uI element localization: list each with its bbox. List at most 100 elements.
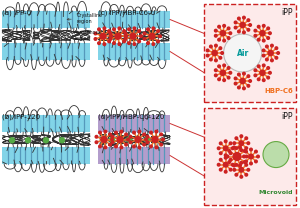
Circle shape xyxy=(129,135,132,138)
Circle shape xyxy=(254,35,257,37)
Text: (d) iPP/HBP-C6-120: (d) iPP/HBP-C6-120 xyxy=(98,113,164,120)
Circle shape xyxy=(143,143,145,146)
Circle shape xyxy=(249,80,251,82)
Circle shape xyxy=(227,27,230,30)
Circle shape xyxy=(108,40,110,43)
Circle shape xyxy=(245,155,248,158)
Circle shape xyxy=(214,29,217,32)
Circle shape xyxy=(111,141,114,144)
Circle shape xyxy=(243,31,245,34)
Circle shape xyxy=(227,76,230,79)
Circle shape xyxy=(223,64,225,67)
Circle shape xyxy=(149,33,155,39)
Circle shape xyxy=(214,59,217,62)
Circle shape xyxy=(133,43,136,45)
Circle shape xyxy=(98,42,100,45)
Circle shape xyxy=(147,28,149,31)
Bar xyxy=(98,11,170,28)
Circle shape xyxy=(138,40,140,43)
Circle shape xyxy=(257,25,260,28)
Circle shape xyxy=(243,155,245,158)
Circle shape xyxy=(146,135,149,138)
Circle shape xyxy=(277,52,279,54)
Circle shape xyxy=(138,130,141,133)
Circle shape xyxy=(227,67,230,69)
Circle shape xyxy=(245,173,248,176)
Circle shape xyxy=(59,138,64,143)
Circle shape xyxy=(254,29,257,32)
Circle shape xyxy=(120,130,123,133)
Circle shape xyxy=(219,158,222,161)
Circle shape xyxy=(210,45,212,48)
Circle shape xyxy=(115,131,117,134)
FancyBboxPatch shape xyxy=(204,108,296,205)
Circle shape xyxy=(224,154,227,157)
Circle shape xyxy=(133,145,135,148)
Circle shape xyxy=(26,138,31,143)
Text: (a) iPP-U: (a) iPP-U xyxy=(2,9,32,16)
Circle shape xyxy=(263,142,289,168)
Circle shape xyxy=(262,49,265,52)
Circle shape xyxy=(218,25,220,28)
Circle shape xyxy=(233,146,236,149)
Bar xyxy=(2,43,90,60)
Circle shape xyxy=(103,27,106,30)
Circle shape xyxy=(266,58,268,61)
Circle shape xyxy=(234,82,237,85)
Circle shape xyxy=(235,137,238,140)
Circle shape xyxy=(117,137,123,142)
Circle shape xyxy=(157,40,159,43)
Circle shape xyxy=(223,79,225,82)
Circle shape xyxy=(262,25,265,27)
Circle shape xyxy=(224,170,227,173)
Circle shape xyxy=(260,31,265,36)
Circle shape xyxy=(129,141,132,144)
Circle shape xyxy=(100,33,106,39)
Circle shape xyxy=(99,131,101,134)
Circle shape xyxy=(224,146,228,151)
Circle shape xyxy=(125,133,128,136)
Circle shape xyxy=(257,78,260,80)
Circle shape xyxy=(219,152,222,155)
Circle shape xyxy=(206,54,209,57)
Circle shape xyxy=(118,27,121,30)
Circle shape xyxy=(128,28,130,31)
Circle shape xyxy=(224,156,227,159)
Circle shape xyxy=(234,26,237,29)
Circle shape xyxy=(118,43,121,45)
Circle shape xyxy=(44,138,49,143)
Circle shape xyxy=(115,33,121,39)
Circle shape xyxy=(150,131,152,134)
Circle shape xyxy=(133,27,136,30)
Circle shape xyxy=(214,44,217,47)
Circle shape xyxy=(243,16,245,19)
Circle shape xyxy=(247,168,250,171)
Circle shape xyxy=(104,130,107,133)
Circle shape xyxy=(99,145,101,148)
Circle shape xyxy=(138,146,141,149)
Circle shape xyxy=(219,57,222,59)
Circle shape xyxy=(235,147,238,149)
Circle shape xyxy=(271,59,273,62)
Circle shape xyxy=(247,19,250,21)
Bar xyxy=(98,43,170,60)
Circle shape xyxy=(260,70,265,75)
Circle shape xyxy=(218,65,220,68)
Circle shape xyxy=(267,27,269,30)
Circle shape xyxy=(229,142,232,145)
Text: iPP: iPP xyxy=(281,8,293,17)
Circle shape xyxy=(224,34,262,72)
Circle shape xyxy=(218,147,220,150)
Circle shape xyxy=(262,39,265,42)
Circle shape xyxy=(143,38,146,40)
Circle shape xyxy=(243,72,245,75)
Circle shape xyxy=(250,162,252,165)
Circle shape xyxy=(267,67,269,69)
Circle shape xyxy=(113,28,115,31)
FancyBboxPatch shape xyxy=(204,4,296,102)
Circle shape xyxy=(229,168,232,171)
Circle shape xyxy=(268,50,273,56)
Circle shape xyxy=(157,30,159,32)
Circle shape xyxy=(214,35,217,37)
Circle shape xyxy=(231,163,234,166)
